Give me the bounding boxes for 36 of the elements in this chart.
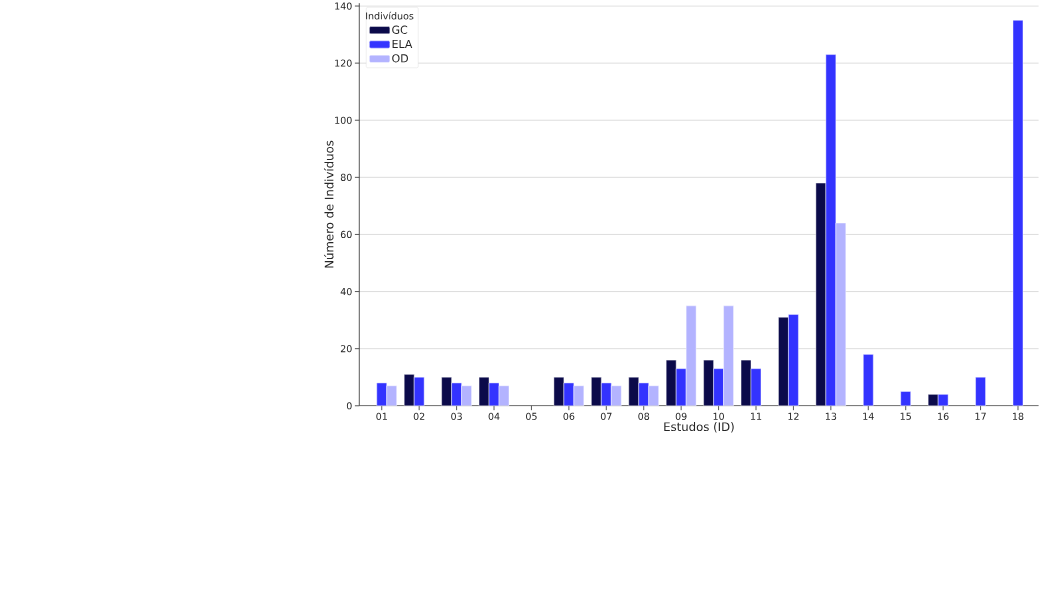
y-tick-label: 80 [340,173,352,181]
x-tick-label: 17 [975,412,986,420]
x-tick-label: 03 [451,412,462,420]
x-tick-label: 13 [825,412,837,420]
bar [863,353,874,406]
x-tick-label: 18 [1012,412,1024,420]
y-tick-label: 40 [340,287,352,295]
x-tick-label: 07 [600,412,612,420]
legend-label: OD [392,54,408,63]
legend-label: ELA [392,39,413,48]
y-tick-label: 0 [346,402,352,410]
bar [900,391,911,406]
x-tick-label: 14 [863,412,874,420]
y-tick-label: 140 [335,2,352,10]
x-tick-label: 01 [376,412,387,420]
bar [1012,19,1024,406]
x-tick-label: 06 [563,412,575,420]
y-tick-label: 120 [335,59,352,67]
x-tick-label: 08 [638,412,650,420]
y-tick-label: 60 [340,230,352,238]
x-tick-label: 09 [675,412,687,420]
y-axis-title: Número de Indivíduos [323,140,334,268]
x-axis-title: Estudos (ID) [664,421,734,433]
x-tick-label: 05 [526,412,537,420]
y-tick-label: 20 [340,344,352,353]
x-tick-label: 12 [788,412,799,420]
x-tick-label: 04 [488,412,500,420]
x-tick-label: 11 [751,412,762,420]
legend-label: GC [392,25,408,34]
y-tick-label: 100 [335,116,352,124]
x-tick-label: 15 [900,412,911,420]
legend-title: Indivíduos [366,11,414,20]
x-tick-label: 16 [938,412,949,420]
x-tick-label: 02 [413,412,425,420]
x-tick-label: 10 [713,412,724,420]
bar [975,376,986,406]
